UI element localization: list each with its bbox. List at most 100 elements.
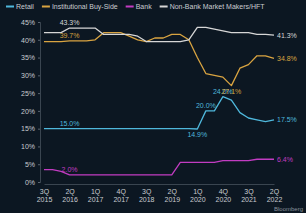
series-line: [44, 33, 274, 86]
x-tick: 2Q2019: [164, 188, 180, 203]
y-tick-mark: [38, 111, 40, 112]
legend-label: Institutional Buy-Side: [52, 3, 118, 11]
y-tick-label: 5%: [25, 161, 35, 168]
value-label: 15.0%: [60, 120, 80, 127]
y-tick-mark: [38, 129, 40, 130]
x-tick: 4Q2020: [216, 188, 232, 203]
y-tick-mark: [38, 22, 40, 23]
value-label: 41.3%: [277, 32, 297, 39]
x-tick-label-line: 2020: [216, 196, 232, 203]
legend-swatch: [6, 6, 14, 8]
x-tick-label-line: 2020: [190, 196, 206, 203]
y-tick-mark: [38, 146, 40, 147]
y-tick: 5%: [25, 161, 40, 168]
value-label: 20.0%: [196, 102, 216, 109]
series-line: [44, 27, 274, 41]
y-tick: 10%: [21, 143, 40, 150]
legend-label: Non-Bank Market Makers/HFT: [170, 3, 266, 10]
value-label: 6.4%: [277, 156, 293, 163]
y-tick-mark: [38, 182, 40, 183]
y-tick-mark: [38, 164, 40, 165]
x-tick-label-line: 4Q: [219, 188, 229, 196]
y-tick: 45%: [21, 19, 40, 26]
y-tick: 0%: [25, 179, 40, 186]
value-labels: 15.0%14.9%20.0%24.0%17.5%39.7%27.1%34.8%…: [60, 19, 297, 173]
y-tick-label: 20%: [21, 108, 35, 115]
value-label: 2.0%: [62, 166, 78, 173]
y-tick-label: 0%: [25, 179, 35, 186]
chart: 0%5%10%15%20%25%30%35%40%45%3Q20152Q2016…: [0, 0, 306, 213]
x-tick-label: 1Q2020: [190, 188, 206, 203]
y-axis: 0% 5% 10% 15% 20% 25% 30% 35% 40% 45%: [21, 19, 41, 186]
y-tick-label: 15%: [21, 125, 35, 132]
x-tick-label-line: 2019: [164, 196, 180, 203]
x-tick-label: 4Q2017: [113, 188, 129, 203]
x-tick-label-line: 2021: [241, 196, 257, 203]
y-tick-label: 10%: [21, 143, 35, 150]
y-axis-line: [38, 23, 41, 183]
y-tick: 20%: [21, 108, 40, 115]
legend-swatch: [160, 6, 168, 8]
x-tick: 3Q2015: [37, 188, 53, 203]
x-tick: 3Q2018: [139, 188, 155, 203]
x-tick-label-line: 4Q: [116, 188, 126, 196]
x-tick-label-line: 2Q: [65, 188, 75, 196]
legend-label: Bank: [136, 3, 152, 10]
x-tick: 1Q2020: [190, 188, 206, 203]
legend-item: Institutional Buy-Side: [42, 3, 118, 11]
x-axis-line: [45, 184, 275, 185]
legend-label: Retail: [16, 3, 34, 10]
lines: [44, 27, 274, 175]
x-tick-label-line: 2017: [113, 196, 129, 203]
y-tick: 15%: [21, 125, 40, 132]
x-axis: 3Q20152Q20161Q20174Q20173Q20182Q20191Q20…: [37, 185, 283, 204]
legend-item: Non-Bank Market Makers/HFT: [160, 3, 266, 10]
x-tick: 2Q2022: [267, 188, 283, 203]
y-tick-mark: [38, 58, 40, 59]
legend-item: Bank: [126, 3, 152, 10]
y-tick-label: 25%: [21, 90, 35, 97]
y-tick-label: 30%: [21, 72, 35, 79]
x-tick-label: 3Q2015: [37, 188, 53, 203]
y-tick-label: 45%: [21, 19, 35, 26]
x-tick: 2Q2016: [62, 188, 78, 203]
x-tick: 3Q2021: [241, 188, 257, 203]
x-tick-label-line: 3Q: [40, 188, 50, 196]
y-tick: 35%: [21, 54, 40, 61]
y-tick: 40%: [21, 37, 40, 44]
x-tick-label-line: 2Q: [270, 188, 280, 196]
legend-swatch: [126, 6, 134, 8]
x-tick-label-line: 3Q: [142, 188, 152, 196]
value-label: 17.5%: [277, 116, 297, 123]
value-label: 34.8%: [277, 55, 297, 62]
legend: Retail Institutional Buy-Side Bank Non-Bank…: [6, 3, 265, 11]
value-label: 27.1%: [221, 88, 241, 95]
value-label: 43.3%: [60, 19, 80, 26]
x-tick-label-line: 2017: [88, 196, 104, 203]
x-tick-label-line: 2022: [267, 196, 283, 203]
x-tick-label-line: 2018: [139, 196, 155, 203]
x-tick-label: 4Q2020: [216, 188, 232, 203]
series-line: [44, 159, 274, 175]
x-tick-label: 2Q2019: [164, 188, 180, 203]
legend-item: Retail: [6, 3, 34, 10]
x-tick-label: 3Q2018: [139, 188, 155, 203]
x-tick-label-line: 3Q: [244, 188, 254, 196]
x-tick-label: 2Q2016: [62, 188, 78, 203]
source: Bloomberg: [274, 206, 303, 212]
y-tick-label: 35%: [21, 54, 35, 61]
y-tick: 30%: [21, 72, 40, 79]
x-tick-label-line: 1Q: [193, 188, 203, 196]
x-tick-label: 1Q2017: [88, 188, 104, 203]
x-tick-label-line: 2015: [37, 196, 53, 203]
background: [0, 0, 306, 213]
y-tick-mark: [38, 93, 40, 94]
x-tick-label-line: 2016: [62, 196, 78, 203]
value-label: 14.9%: [187, 131, 207, 138]
value-label: 39.7%: [60, 32, 80, 39]
y-tick: 25%: [21, 90, 40, 97]
series-line: [44, 97, 274, 129]
y-tick-mark: [38, 75, 40, 76]
y-tick-mark: [38, 40, 40, 41]
x-tick-label-line: 1Q: [91, 188, 101, 196]
